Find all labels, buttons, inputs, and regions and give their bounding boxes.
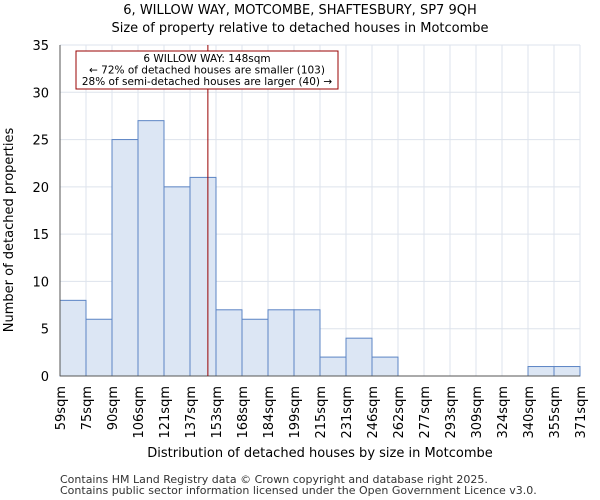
y-axis-label: Number of detached properties — [2, 128, 17, 333]
x-tick-label: 153sqm — [210, 386, 225, 439]
bar-106sqm — [137, 120, 165, 377]
x-tick-label: 59sqm — [54, 386, 69, 430]
x-tick-label: 371sqm — [574, 386, 589, 439]
x-tick-label: 231sqm — [340, 386, 355, 439]
bars — [59, 120, 581, 377]
x-tick-label: 215sqm — [314, 386, 329, 439]
bar-340sqm — [527, 366, 555, 377]
bar-184sqm — [267, 309, 295, 377]
x-tick-label: 75sqm — [80, 386, 95, 430]
x-tick-label: 277sqm — [418, 386, 433, 439]
x-tick-label: 293sqm — [444, 386, 459, 439]
y-tick-label: 5 — [41, 323, 49, 338]
bar-355sqm — [553, 366, 581, 377]
y-tick-label: 25 — [32, 134, 49, 149]
chart-subtitle: Size of property relative to detached ho… — [111, 21, 489, 36]
x-tick-label: 199sqm — [288, 386, 303, 439]
y-tick-label: 15 — [32, 228, 49, 243]
x-tick-label: 246sqm — [366, 386, 381, 439]
x-tick-label: 355sqm — [548, 386, 563, 439]
x-tick-label: 106sqm — [132, 386, 147, 439]
bar-75sqm — [85, 318, 113, 377]
bar-199sqm — [293, 309, 321, 377]
bar-90sqm — [111, 139, 139, 377]
footer-copyright: Contains HM Land Registry data © Crown c… — [60, 473, 488, 486]
bar-246sqm — [371, 356, 399, 377]
bar-137sqm — [189, 176, 217, 377]
footer-licence: Contains public sector information licen… — [60, 484, 537, 497]
x-axis-label: Distribution of detached houses by size … — [147, 446, 493, 461]
annotation-title: 6 WILLOW WAY: 148sqm — [143, 53, 270, 65]
axes: 0 5 10 15 20 25 30 35 59sqm 75sqm 90sqm 106sqm 121sq… — [32, 39, 589, 439]
y-tick-label: 35 — [32, 39, 49, 54]
bar-59sqm — [59, 299, 87, 377]
bar-121sqm — [163, 186, 191, 377]
x-tick-label: 262sqm — [392, 386, 407, 439]
y-tick-label: 10 — [32, 275, 49, 290]
x-tick-label: 309sqm — [470, 386, 485, 439]
bar-215sqm — [319, 356, 347, 377]
x-tick-label: 340sqm — [522, 386, 537, 439]
x-tick-label: 121sqm — [158, 386, 173, 439]
property-marker: 6 WILLOW WAY: 148sqm← 72% of detached ho… — [75, 45, 339, 376]
annotation-smaller: ← 72% of detached houses are smaller (10… — [89, 65, 325, 77]
bar-231sqm — [345, 337, 373, 377]
bar-153sqm — [215, 309, 243, 377]
x-tick-label: 184sqm — [262, 386, 277, 439]
x-tick-label: 90sqm — [106, 386, 121, 430]
y-tick-label: 20 — [32, 181, 49, 196]
x-tick-label: 137sqm — [184, 386, 199, 439]
x-tick-label: 324sqm — [496, 386, 511, 439]
y-tick-label: 0 — [41, 370, 49, 385]
bar-168sqm — [241, 318, 269, 377]
y-tick-label: 30 — [32, 86, 49, 101]
annotation-box — [75, 50, 339, 90]
x-tick-label: 168sqm — [236, 386, 251, 439]
annotation-larger: 28% of semi-detached houses are larger (… — [82, 76, 333, 88]
chart-title: 6, WILLOW WAY, MOTCOMBE, SHAFTESBURY, SP… — [123, 3, 477, 18]
